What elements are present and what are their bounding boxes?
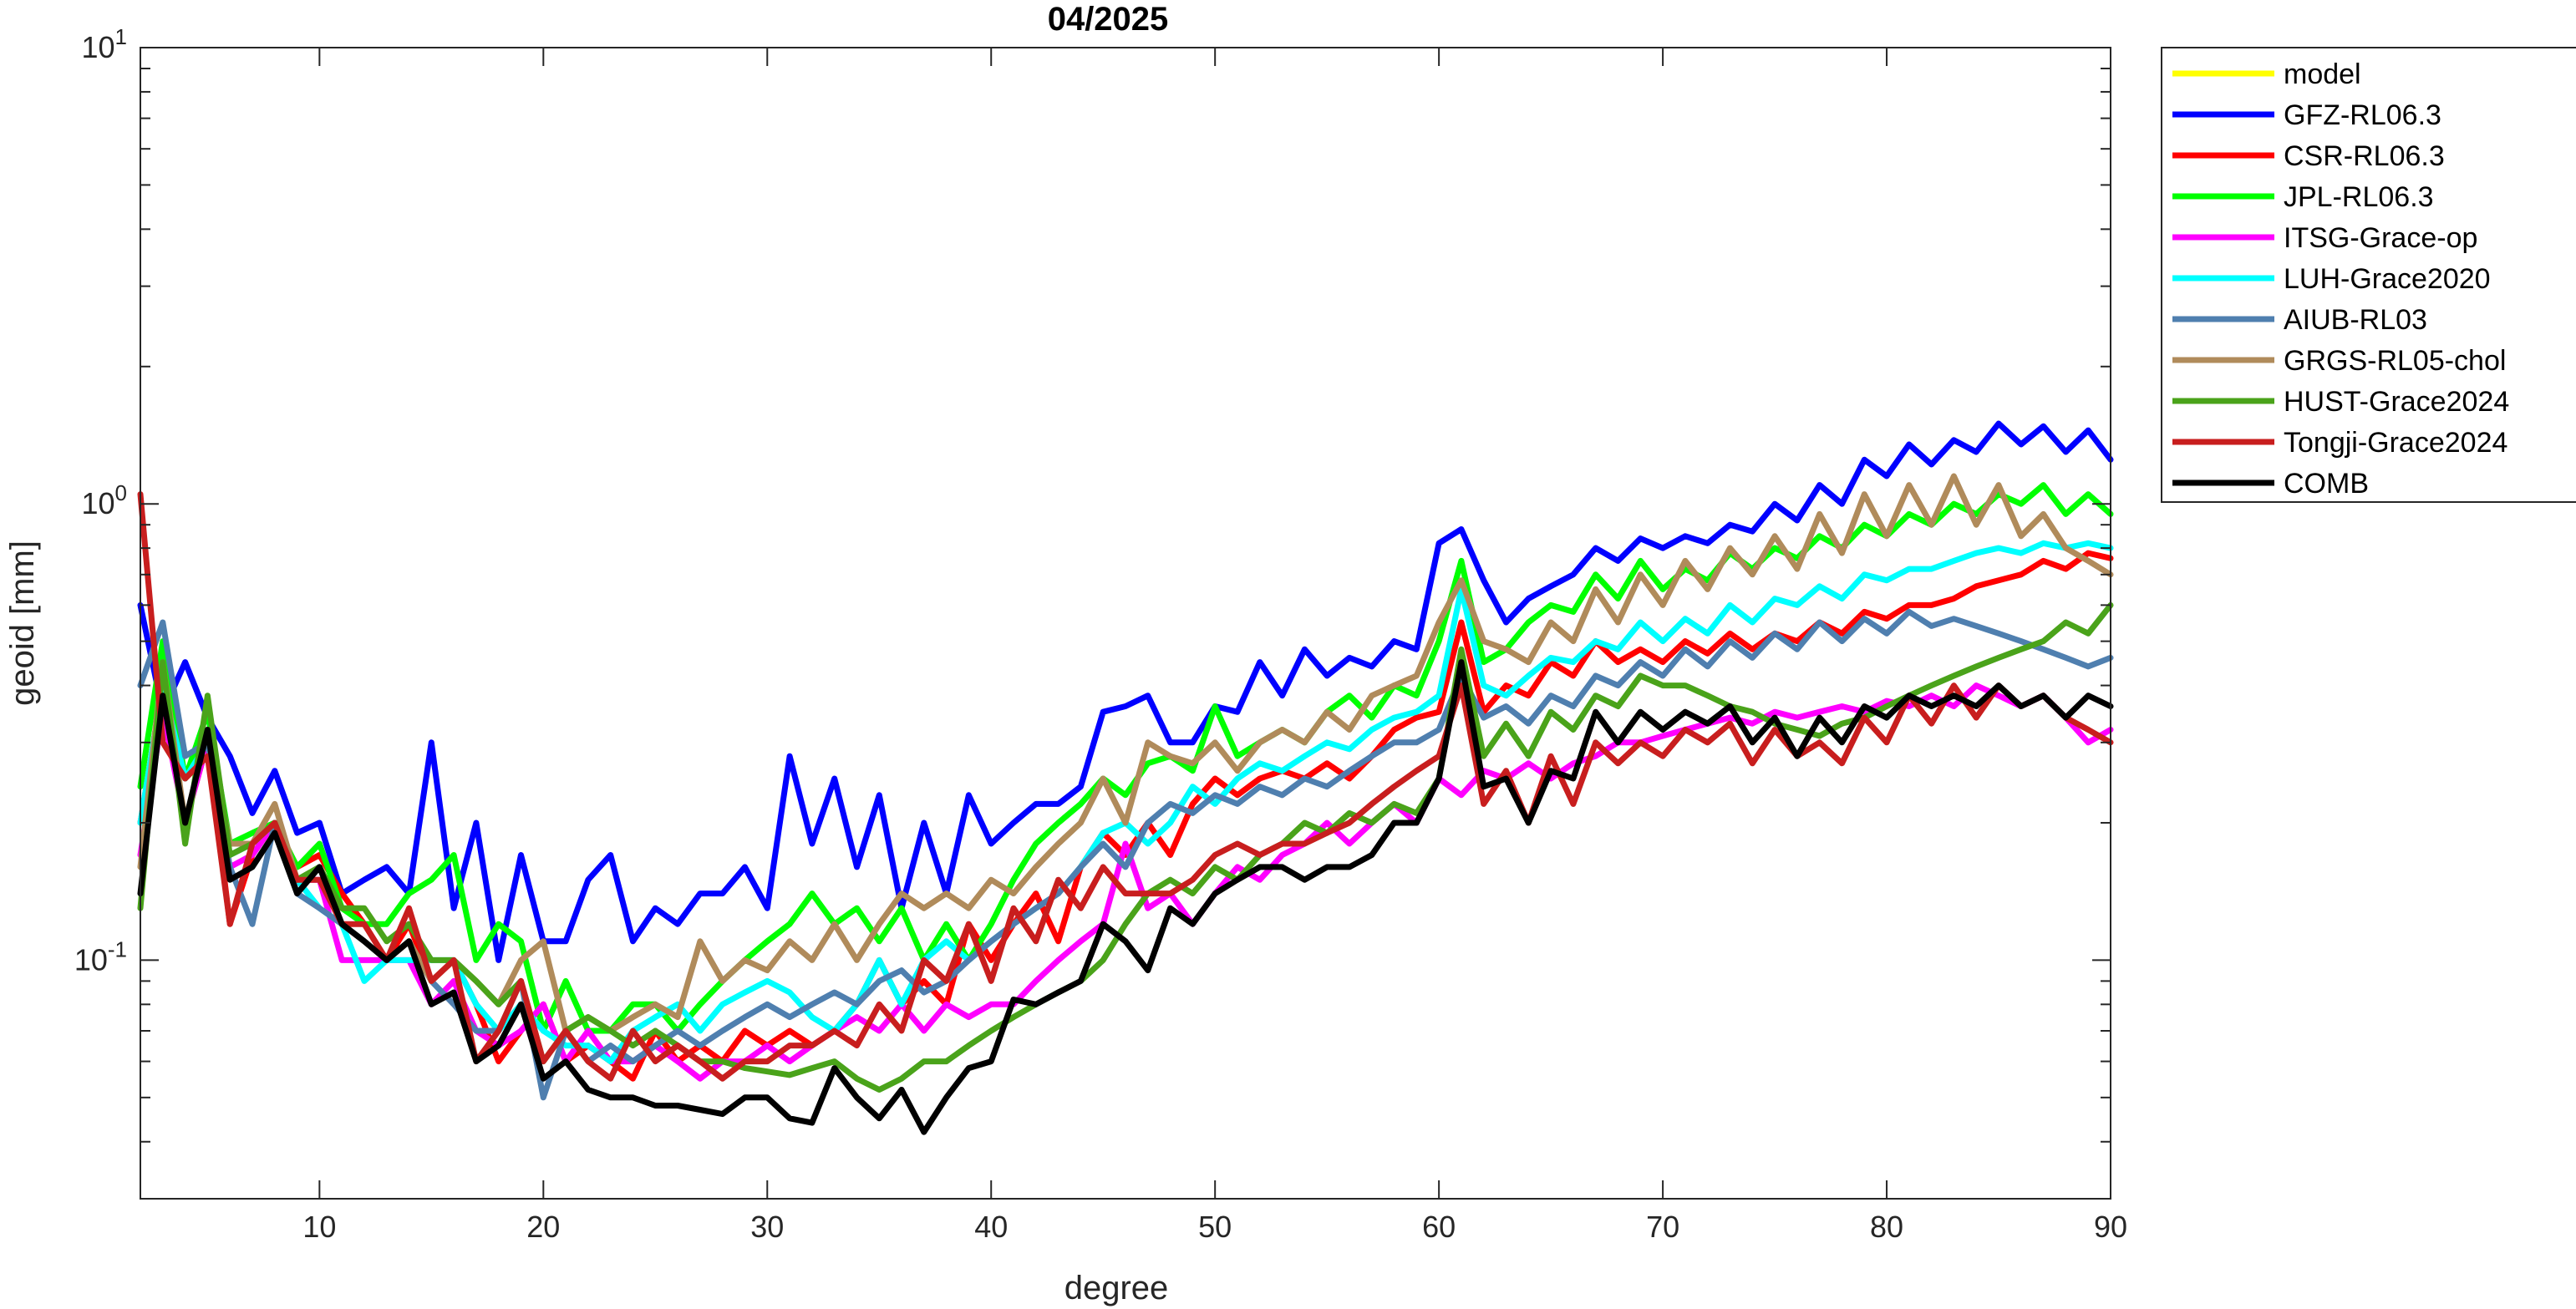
x-tick-label: 20: [526, 1210, 560, 1244]
plot-background: [140, 48, 2111, 1199]
legend-label-grgs-rl05-chol: GRGS-RL05-chol: [2284, 345, 2506, 377]
y-axis-label: geoid [mm]: [4, 540, 41, 706]
legend-label-comb: COMB: [2284, 468, 2369, 500]
x-tick-label: 30: [750, 1210, 784, 1244]
plot-area: 10 20 30 40 50 60 70 80 90 101 100 10-1: [74, 24, 2127, 1244]
y-tick-label: 10-1: [74, 936, 127, 977]
series-line-gfz-rl06-3: [137, 420, 2114, 963]
y-tick-label: 100: [81, 480, 127, 520]
legend-label-tongji-grace2024: Tongji-Grace2024: [2284, 427, 2507, 459]
series-group: [137, 420, 2114, 1135]
chart-title: 04/2025: [1048, 1, 1169, 38]
legend-label-csr-rl06-3: CSR-RL06.3: [2284, 140, 2445, 172]
legend-label-itsg-grace-op: ITSG-Grace-op: [2284, 222, 2477, 254]
x-tick-label: 10: [302, 1210, 336, 1244]
legend-label-jpl-rl06-3: JPL-RL06.3: [2284, 181, 2434, 213]
x-tick-label: 60: [1422, 1210, 1456, 1244]
legend-label-model: model: [2284, 58, 2361, 90]
legend-label-aiub-rl03: AIUB-RL03: [2284, 304, 2427, 336]
x-tick-label: 90: [2094, 1210, 2127, 1244]
legend-label-gfz-rl06-3: GFZ-RL06.3: [2284, 99, 2441, 131]
y-tick-label: 101: [81, 24, 127, 64]
x-tick-label: 50: [1198, 1210, 1232, 1244]
legend-box: [2161, 47, 2576, 503]
legend-label-luh-grace2020: LUH-Grace2020: [2284, 263, 2491, 295]
series-line-comb: [137, 659, 2114, 1135]
x-axis-label: degree: [1064, 1270, 1169, 1306]
legend: model GFZ-RL06.3 CSR-RL06.3 JPL-RL06.3 ITSG-…: [2161, 47, 2576, 503]
legend-label-hust-grace2024: HUST-Grace2024: [2284, 386, 2509, 418]
x-tick-label: 80: [1870, 1210, 1903, 1244]
plot-frame: [140, 47, 2111, 1200]
x-tick-label: 40: [974, 1210, 1008, 1244]
ticks-group: 10 20 30 40 50 60 70 80 90 101 100 10-1: [74, 24, 2127, 1244]
series-line-tongji-grace2024: [137, 491, 2114, 1082]
x-tick-label: 70: [1646, 1210, 1679, 1244]
